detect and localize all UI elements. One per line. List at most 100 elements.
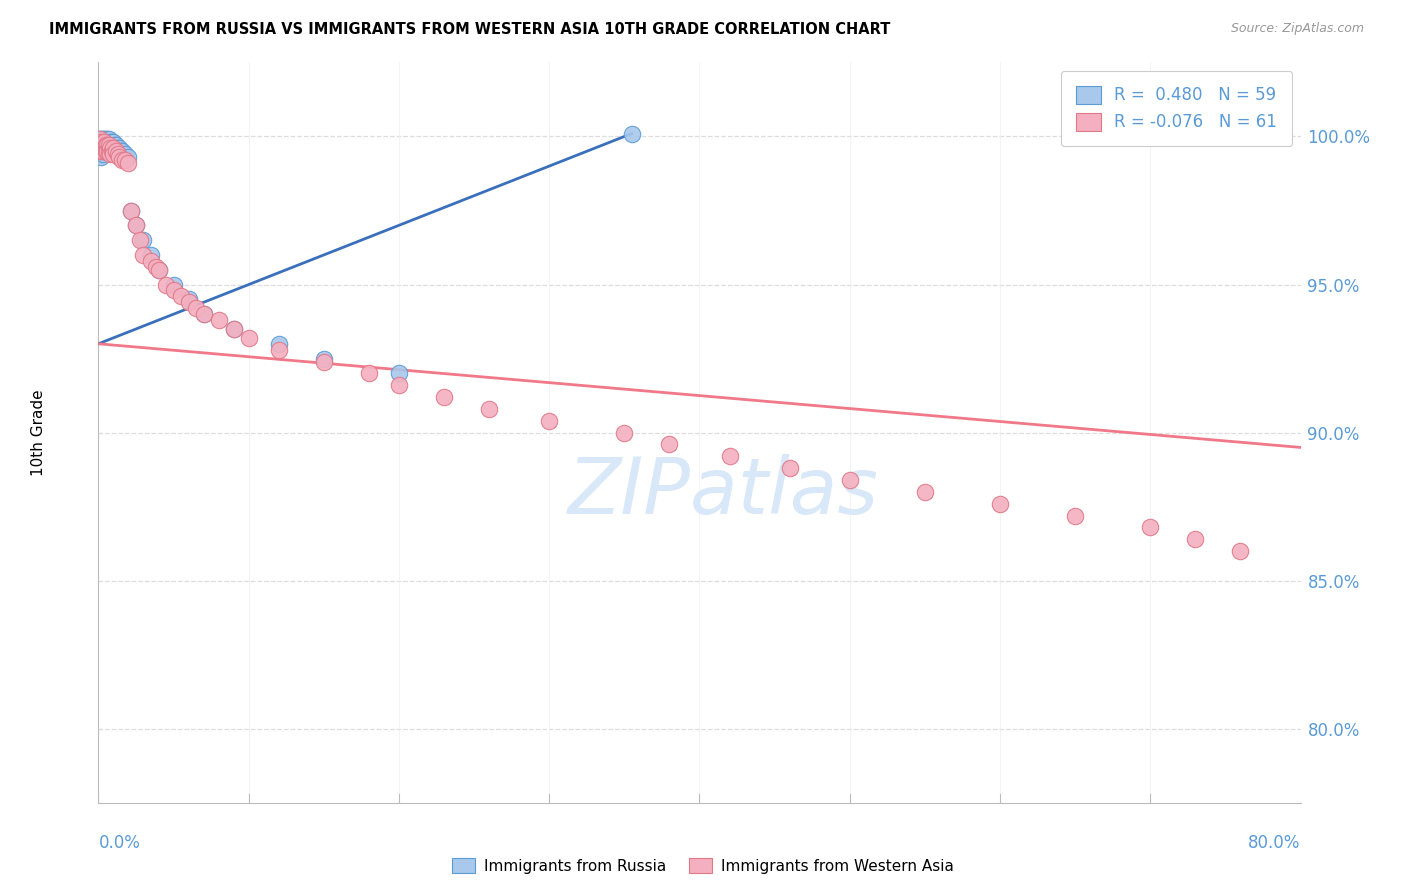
Point <box>97 145 120 159</box>
Point <box>658 437 681 451</box>
Point <box>101 145 124 159</box>
Point <box>312 354 335 368</box>
Point <box>988 497 1011 511</box>
Text: IMMIGRANTS FROM RUSSIA VS IMMIGRANTS FROM WESTERN ASIA 10TH GRADE CORRELATION CH: IMMIGRANTS FROM RUSSIA VS IMMIGRANTS FRO… <box>49 22 890 37</box>
Point <box>93 136 115 150</box>
Point <box>101 136 124 150</box>
Point <box>96 132 118 146</box>
Point <box>139 253 162 268</box>
Point <box>100 136 122 150</box>
Point <box>90 145 112 159</box>
Point <box>222 322 245 336</box>
Point <box>103 141 125 155</box>
Point <box>104 138 127 153</box>
Point <box>96 136 118 150</box>
Point <box>193 307 215 321</box>
Point <box>89 132 111 146</box>
Point <box>91 141 114 155</box>
Point <box>1139 520 1161 534</box>
Point <box>90 132 112 146</box>
Point <box>121 203 143 218</box>
Point <box>148 262 170 277</box>
Legend: R =  0.480   N = 59, R = -0.076   N = 61: R = 0.480 N = 59, R = -0.076 N = 61 <box>1062 70 1292 146</box>
Point <box>139 248 162 262</box>
Point <box>89 147 111 161</box>
Point <box>91 138 114 153</box>
Point <box>94 132 117 146</box>
Point <box>114 147 136 161</box>
Point <box>105 145 128 159</box>
Point <box>94 138 117 153</box>
Point <box>103 147 125 161</box>
Point <box>97 145 120 159</box>
Point <box>222 322 245 336</box>
Point <box>193 307 215 321</box>
Point <box>91 132 114 146</box>
Point <box>125 219 148 233</box>
Point <box>838 473 860 487</box>
Point <box>388 367 411 381</box>
Point <box>914 484 936 499</box>
Point <box>94 145 117 159</box>
Point <box>107 147 129 161</box>
Point <box>90 147 112 161</box>
Point <box>170 289 193 303</box>
Point <box>90 141 112 155</box>
Point <box>145 260 167 274</box>
Point <box>111 145 134 159</box>
Text: 80.0%: 80.0% <box>1249 834 1301 852</box>
Point <box>111 153 134 168</box>
Point <box>184 301 207 316</box>
Point <box>96 145 118 159</box>
Point <box>267 336 290 351</box>
Point <box>357 367 380 381</box>
Point <box>117 156 139 170</box>
Point <box>162 284 184 298</box>
Legend: Immigrants from Russia, Immigrants from Western Asia: Immigrants from Russia, Immigrants from … <box>446 852 960 880</box>
Point <box>125 219 148 233</box>
Point <box>94 138 117 153</box>
Point <box>90 138 112 153</box>
Point <box>96 141 118 155</box>
Point <box>162 277 184 292</box>
Point <box>1064 508 1087 523</box>
Point <box>91 138 114 153</box>
Point <box>779 461 801 475</box>
Point <box>90 136 112 150</box>
Point <box>89 141 111 155</box>
Point <box>110 145 132 159</box>
Point <box>132 248 155 262</box>
Point <box>1229 544 1251 558</box>
Point <box>177 295 200 310</box>
Point <box>89 138 111 153</box>
Point <box>91 145 114 159</box>
Point <box>1215 127 1237 141</box>
Point <box>121 203 143 218</box>
Point <box>105 138 128 153</box>
Point <box>93 141 115 155</box>
Point <box>114 153 136 168</box>
Point <box>129 233 152 247</box>
Point <box>97 138 120 153</box>
Point <box>103 141 125 155</box>
Point <box>718 450 741 464</box>
Point <box>1184 533 1206 547</box>
Point <box>107 141 129 155</box>
Point <box>93 145 115 159</box>
Point <box>100 147 122 161</box>
Point <box>117 150 139 164</box>
Point <box>89 145 111 159</box>
Point <box>267 343 290 357</box>
Point <box>90 150 112 164</box>
Point <box>90 136 112 150</box>
Point <box>100 141 122 155</box>
Text: Source: ZipAtlas.com: Source: ZipAtlas.com <box>1230 22 1364 36</box>
Text: 0.0%: 0.0% <box>98 834 141 852</box>
Point <box>132 233 155 247</box>
Point <box>208 313 231 327</box>
Point <box>91 147 114 161</box>
Point <box>91 136 114 150</box>
Point <box>155 277 177 292</box>
Point <box>93 138 115 153</box>
Point <box>433 390 456 404</box>
